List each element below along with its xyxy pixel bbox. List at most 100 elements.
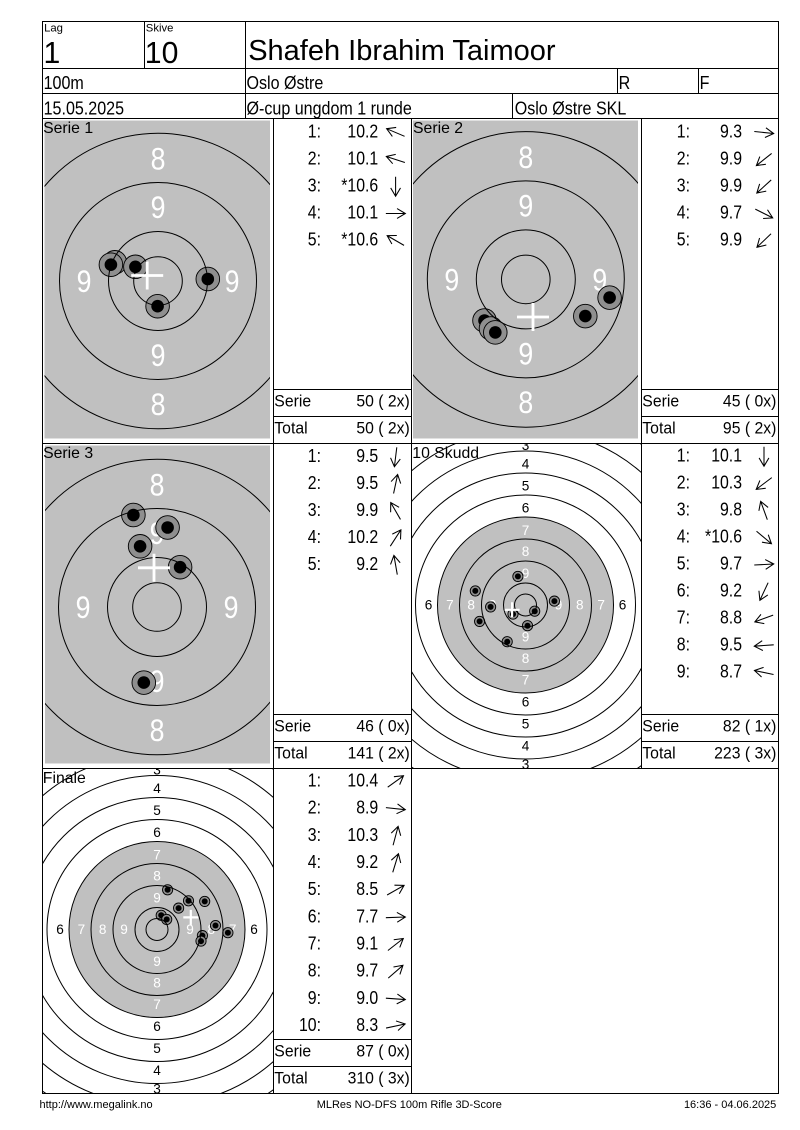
svg-text:6: 6: [522, 695, 530, 710]
svg-text:10.4: 10.4: [347, 769, 378, 790]
svg-text:8: 8: [576, 598, 584, 613]
svg-text:7: 7: [446, 598, 454, 613]
svg-text:9: 9: [224, 590, 239, 626]
svg-text:10.2: 10.2: [347, 526, 378, 547]
svg-text:*10.6: *10.6: [341, 174, 378, 195]
svg-text:Total: Total: [274, 1069, 307, 1087]
svg-text:9.9: 9.9: [720, 228, 742, 249]
svg-text:9.1: 9.1: [356, 932, 378, 953]
svg-text:9: 9: [151, 338, 166, 374]
svg-text:Total: Total: [642, 744, 675, 762]
svg-text:7:: 7:: [677, 606, 690, 627]
svg-text:5:: 5:: [308, 228, 321, 249]
svg-text:2:: 2:: [677, 147, 690, 168]
svg-text:8: 8: [522, 651, 530, 666]
svg-text:4: 4: [522, 739, 530, 754]
svg-text:7:: 7:: [308, 932, 321, 953]
svg-text:9:: 9:: [308, 987, 321, 1008]
svg-text:3: 3: [522, 757, 530, 772]
svg-text:3: 3: [522, 438, 530, 453]
svg-text:9: 9: [150, 664, 165, 700]
svg-text:8:: 8:: [308, 960, 321, 981]
svg-text:3: 3: [153, 763, 161, 778]
svg-text:8.8: 8.8: [720, 606, 742, 627]
svg-text:6: 6: [619, 598, 627, 613]
svg-text:9.0: 9.0: [356, 987, 378, 1008]
svg-text:9: 9: [186, 922, 194, 937]
svg-text:9: 9: [77, 264, 92, 300]
svg-text:5: 5: [153, 1041, 161, 1056]
svg-text:1:: 1:: [308, 120, 321, 141]
svg-text:Shafeh Ibrahim Taimoor: Shafeh Ibrahim Taimoor: [248, 35, 556, 67]
svg-text:9.5: 9.5: [356, 472, 378, 493]
svg-text:141 ( 2x): 141 ( 2x): [348, 744, 410, 762]
svg-text:10.3: 10.3: [711, 471, 742, 492]
svg-text:5: 5: [522, 479, 530, 494]
svg-text:2:: 2:: [308, 147, 321, 168]
svg-text:1:: 1:: [308, 769, 321, 790]
svg-text:F: F: [700, 72, 710, 93]
svg-text:10:: 10:: [299, 1014, 321, 1035]
svg-text:5:: 5:: [308, 878, 321, 899]
svg-text:10.3: 10.3: [347, 824, 378, 845]
svg-text:7: 7: [522, 523, 530, 538]
svg-text:9: 9: [518, 188, 533, 224]
svg-text:10.1: 10.1: [711, 444, 742, 465]
svg-text:8: 8: [153, 976, 161, 991]
svg-text:15.05.2025: 15.05.2025: [44, 97, 124, 118]
svg-text:5:: 5:: [677, 552, 690, 573]
svg-text:9.9: 9.9: [356, 499, 378, 520]
svg-text:1:: 1:: [308, 445, 321, 466]
svg-text:8.7: 8.7: [720, 660, 742, 681]
svg-text:4:: 4:: [308, 201, 321, 222]
svg-text:4:: 4:: [308, 526, 321, 547]
svg-text:Oslo Østre SKL: Oslo Østre SKL: [515, 97, 627, 118]
svg-text:7: 7: [153, 847, 161, 862]
svg-text:Ø-cup ungdom 1 runde: Ø-cup ungdom 1 runde: [247, 97, 412, 118]
svg-text:9.9: 9.9: [720, 147, 742, 168]
svg-text:223 ( 3x): 223 ( 3x): [714, 744, 776, 762]
svg-text:10 Skudd: 10 Skudd: [412, 445, 479, 462]
svg-text:10.1: 10.1: [347, 201, 378, 222]
svg-text:5:: 5:: [677, 228, 690, 249]
svg-text:6: 6: [56, 922, 64, 937]
svg-text:1: 1: [44, 37, 61, 70]
svg-text:1:: 1:: [677, 120, 690, 141]
svg-text:9.7: 9.7: [356, 960, 378, 981]
svg-text:R: R: [619, 72, 631, 93]
svg-text:9: 9: [153, 954, 161, 969]
svg-text:9.8: 9.8: [720, 498, 742, 519]
svg-text:4:: 4:: [677, 201, 690, 222]
svg-text:9: 9: [444, 262, 459, 298]
svg-text:8: 8: [99, 922, 107, 937]
svg-text:9: 9: [522, 630, 530, 645]
svg-text:3:: 3:: [308, 499, 321, 520]
svg-text:Lag: Lag: [44, 23, 63, 35]
svg-text:Serie: Serie: [274, 1042, 311, 1060]
svg-text:9: 9: [225, 264, 240, 300]
svg-text:6: 6: [153, 825, 161, 840]
svg-text:8:: 8:: [677, 633, 690, 654]
svg-text:http://www.megalink.no: http://www.megalink.no: [40, 1099, 153, 1111]
svg-text:95 ( 2x): 95 ( 2x): [723, 419, 776, 437]
svg-text:Serie: Serie: [274, 717, 311, 735]
svg-text:*10.6: *10.6: [341, 228, 378, 249]
svg-text:6:: 6:: [677, 579, 690, 600]
svg-text:8: 8: [467, 598, 475, 613]
svg-text:310 ( 3x): 310 ( 3x): [348, 1069, 410, 1087]
svg-text:7: 7: [522, 673, 530, 688]
svg-text:Total: Total: [274, 419, 307, 437]
svg-text:4: 4: [153, 781, 161, 796]
svg-text:46 ( 0x): 46 ( 0x): [356, 717, 409, 735]
svg-text:8: 8: [518, 385, 533, 421]
svg-text:9.5: 9.5: [720, 633, 742, 654]
svg-text:8: 8: [153, 869, 161, 884]
svg-text:4: 4: [522, 457, 530, 472]
svg-text:Serie: Serie: [642, 717, 679, 735]
svg-text:8: 8: [151, 141, 166, 177]
svg-text:6: 6: [425, 598, 433, 613]
svg-text:Oslo Østre: Oslo Østre: [247, 72, 324, 93]
svg-text:5: 5: [522, 717, 530, 732]
svg-text:7.7: 7.7: [356, 905, 378, 926]
svg-text:100m: 100m: [44, 72, 84, 93]
